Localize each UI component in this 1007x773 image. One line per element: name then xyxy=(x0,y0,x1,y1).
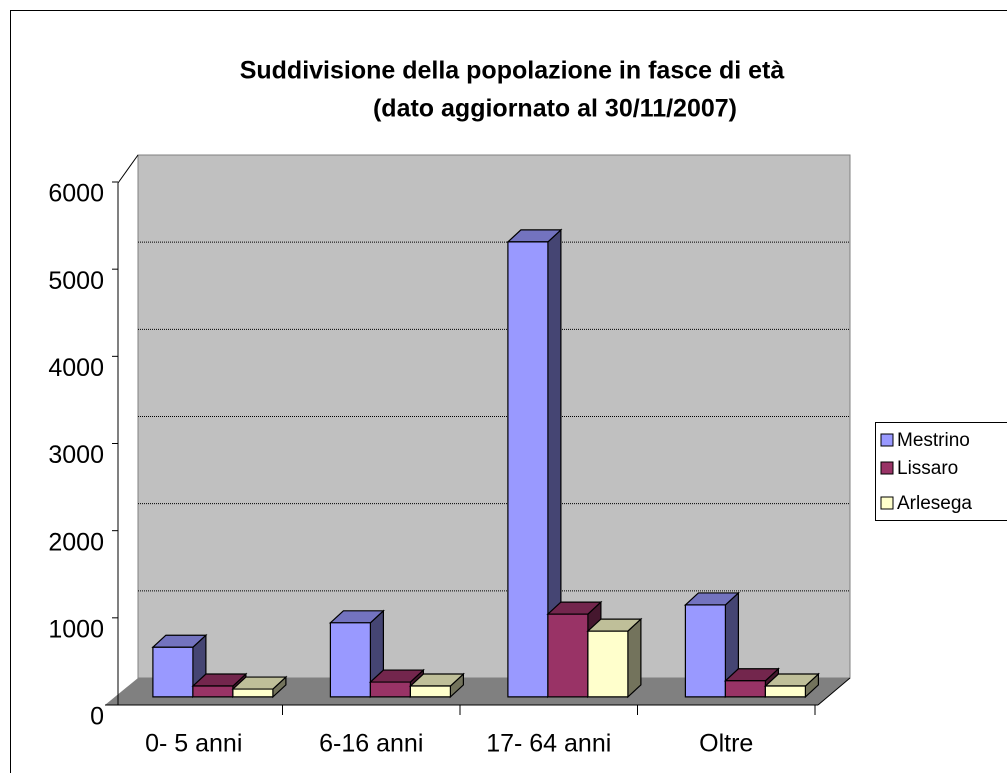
x-tick-label: 17- 64 anni xyxy=(486,730,611,758)
y-tick-label: 4000 xyxy=(48,354,104,382)
x-tick-label: Oltre xyxy=(699,730,753,758)
legend-swatch xyxy=(880,461,894,475)
legend-swatch xyxy=(880,496,894,510)
y-tick-label: 5000 xyxy=(48,267,104,295)
legend-label: Arlesega xyxy=(897,493,972,514)
bar-face xyxy=(507,241,549,698)
bar-face xyxy=(409,685,451,698)
bar-face xyxy=(724,680,767,698)
bar xyxy=(231,675,288,699)
y-tick-label: 1000 xyxy=(48,615,104,643)
bar xyxy=(683,591,740,699)
bar-face xyxy=(329,622,371,698)
bar-face xyxy=(587,630,629,698)
bar xyxy=(763,672,820,699)
legend-swatch xyxy=(880,433,894,447)
axis-edge xyxy=(117,154,139,184)
floor-edge xyxy=(817,677,851,706)
bar-face xyxy=(369,681,411,698)
bar xyxy=(408,672,465,699)
y-tick-label: 6000 xyxy=(48,180,104,208)
bar-face xyxy=(547,613,589,698)
x-tick-label: 0- 5 anni xyxy=(145,730,242,758)
chart-title: Suddivisione della popolazione in fasce … xyxy=(240,57,785,85)
x-tick-label: 6-16 anni xyxy=(319,730,423,758)
bar xyxy=(328,609,385,699)
y-tick-label: 2000 xyxy=(48,528,104,556)
bar-face xyxy=(684,604,727,698)
legend-label: Mestrino xyxy=(897,430,970,451)
y-tick-label: 3000 xyxy=(48,441,104,469)
bar xyxy=(506,228,563,699)
bar-face xyxy=(152,646,194,698)
bar-face xyxy=(764,685,807,698)
bar xyxy=(586,617,643,699)
bar-face xyxy=(232,688,274,698)
legend xyxy=(875,422,1007,521)
bar-face xyxy=(627,617,642,699)
bar-face xyxy=(192,685,234,698)
chart-subtitle: (dato aggiornato al 30/11/2007) xyxy=(373,95,737,123)
y-tick-label: 0 xyxy=(90,703,104,731)
legend-label: Lissaro xyxy=(897,458,958,479)
floor xyxy=(105,678,850,705)
